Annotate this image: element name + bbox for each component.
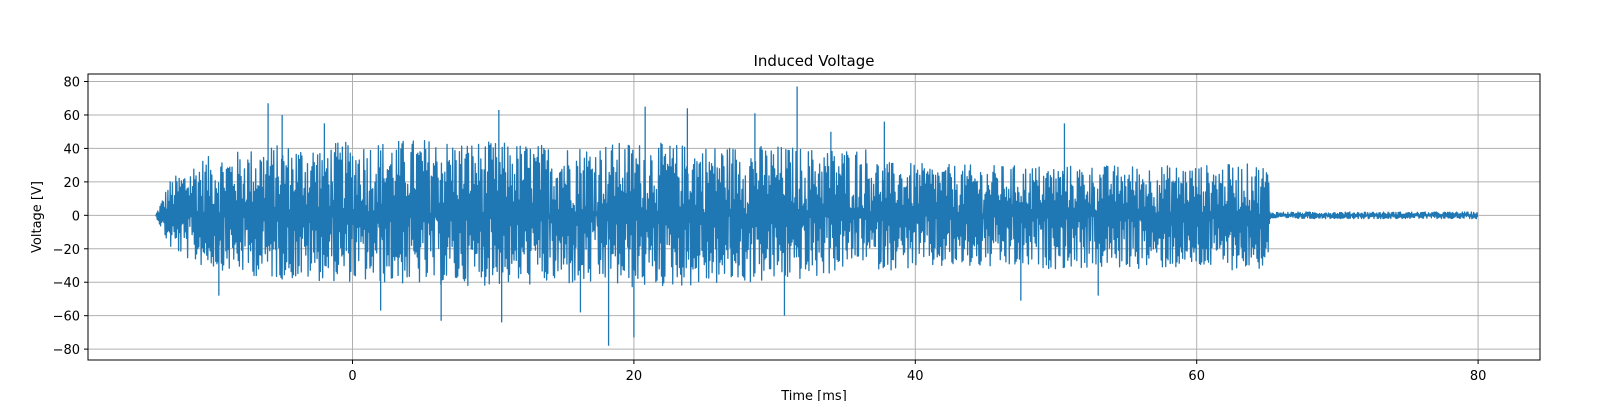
chart-title: Induced Voltage [754,52,875,70]
x-tick-label: 0 [348,369,356,384]
plot-area-frame [87,73,1541,361]
x-tick-label: 80 [1470,369,1487,384]
data-series [155,86,1479,346]
y-tick-label: −60 [53,310,80,325]
x-tick-label: 20 [626,369,643,384]
y-tick-label: 20 [63,176,80,191]
voltage-signal-line [155,86,1479,346]
y-tick-label: 0 [72,209,80,224]
axis-ticks: 0 20 40 60 80 −80 −60 −40 −20 0 20 40 60 80 [53,76,1487,384]
y-tick-label: 60 [63,109,80,124]
y-tick-label: −40 [53,276,80,291]
x-tick-label: 40 [907,369,924,384]
y-tick-label: −80 [53,343,80,358]
y-tick-label: 40 [63,142,80,157]
y-axis-label: Voltage [V] [30,181,45,253]
x-axis-label: Time [ms] [780,389,847,401]
y-tick-label: −20 [53,243,80,258]
y-tick-label: 80 [63,76,80,91]
x-tick-label: 60 [1188,369,1205,384]
